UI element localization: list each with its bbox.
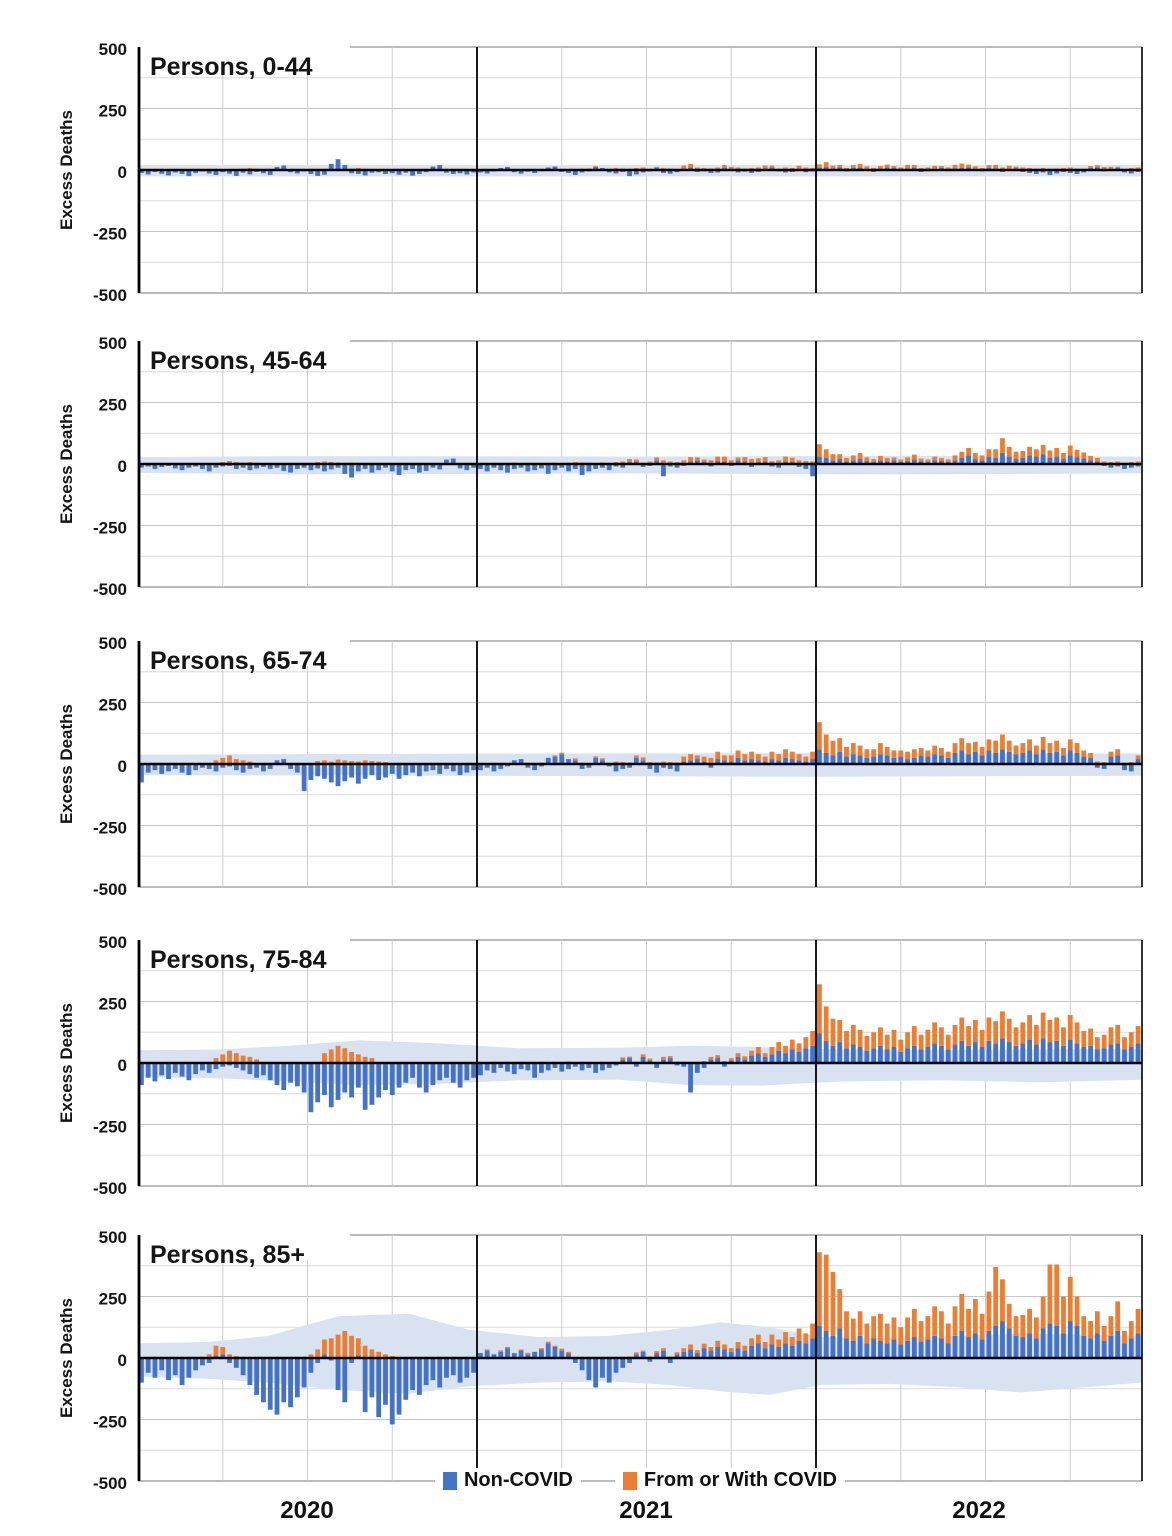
y-tick-label: 250 xyxy=(99,1290,127,1309)
y-tick-label: 500 xyxy=(99,1228,127,1247)
bars-non-covid xyxy=(139,1033,1141,1113)
y-tick-label: 500 xyxy=(99,334,127,353)
y-tick-label: 500 xyxy=(99,933,127,952)
y-tick-label: 0 xyxy=(118,757,127,776)
panel-title: Persons, 75-84 xyxy=(150,946,327,974)
panel-persons-0-44: Persons, 0-44 500 250 0 -250 -500 Excess Death… xyxy=(57,40,1143,305)
bars-covid xyxy=(200,1252,1141,1358)
y-axis-title: Excess Deaths xyxy=(57,704,76,824)
legend-label-covid: From or With COVID xyxy=(643,1469,838,1491)
legend-label-non-covid: Non-COVID xyxy=(463,1469,573,1491)
y-tick-label: 500 xyxy=(99,634,127,653)
y-tick-label: -250 xyxy=(93,1413,127,1432)
bars-covid xyxy=(213,722,1141,764)
y-tick-label: 500 xyxy=(99,40,127,59)
panel-title: Persons, 85+ xyxy=(150,1241,305,1269)
legend-item-non-covid: Non-COVID xyxy=(434,1468,581,1493)
bars-non-covid xyxy=(139,452,1141,478)
x-axis-year-label-2021: 2021 xyxy=(619,1497,673,1524)
y-axis-title: Excess Deaths xyxy=(57,404,76,524)
y-axis-title: Excess Deaths xyxy=(57,110,76,230)
y-tick-label: -500 xyxy=(93,580,127,599)
bars-non-covid xyxy=(139,749,1141,792)
y-tick-label: -500 xyxy=(93,1179,127,1198)
panel-persons-75-84: Persons, 75-84 500 250 0 -250 -500 Excess Deat… xyxy=(57,933,1143,1198)
y-tick-label: -500 xyxy=(93,1474,127,1493)
y-tick-label: -250 xyxy=(93,519,127,538)
chart-legend: Non-COVID From or With COVID xyxy=(138,1468,1142,1493)
y-axis-title: Excess Deaths xyxy=(57,1298,76,1418)
y-tick-label: -250 xyxy=(93,225,127,244)
bars-non-covid xyxy=(139,1321,1141,1425)
panel-persons-85+: Persons, 85+ 500 250 0 -250 -500 Excess Deaths xyxy=(57,1228,1143,1493)
y-tick-label: -250 xyxy=(93,819,127,838)
y-tick-label: 250 xyxy=(99,102,127,121)
x-axis-year-label-2022: 2022 xyxy=(952,1497,1006,1524)
y-tick-label: -500 xyxy=(93,286,127,305)
y-tick-label: -250 xyxy=(93,1118,127,1137)
y-tick-label: 250 xyxy=(99,696,127,715)
y-tick-label: 0 xyxy=(118,457,127,476)
y-axis-title: Excess Deaths xyxy=(57,1003,76,1123)
y-tick-label: -500 xyxy=(93,880,127,899)
x-axis-year-label-2020: 2020 xyxy=(280,1497,334,1524)
y-tick-label: 0 xyxy=(118,1056,127,1075)
panel-title: Persons, 0-44 xyxy=(150,53,313,81)
y-tick-label: 0 xyxy=(118,1351,127,1370)
panel-persons-65-74: Persons, 65-74 500 250 0 -250 -500 Excess Deat… xyxy=(57,634,1143,899)
uncertainty-band xyxy=(138,1313,1142,1395)
legend-swatch-non-covid-icon xyxy=(442,1471,457,1490)
y-tick-label: 250 xyxy=(99,396,127,415)
panel-title: Persons, 45-64 xyxy=(150,347,327,375)
y-tick-label: 0 xyxy=(118,163,127,182)
panel-persons-45-64: Persons, 45-64 500 250 0 -250 -500 Excess Deat… xyxy=(57,334,1143,599)
y-tick-label: 250 xyxy=(99,995,127,1014)
legend-item-covid: From or With COVID xyxy=(614,1468,846,1493)
legend-swatch-covid-icon xyxy=(622,1471,637,1490)
bars-covid xyxy=(213,984,1141,1063)
panel-title: Persons, 65-74 xyxy=(150,647,327,675)
